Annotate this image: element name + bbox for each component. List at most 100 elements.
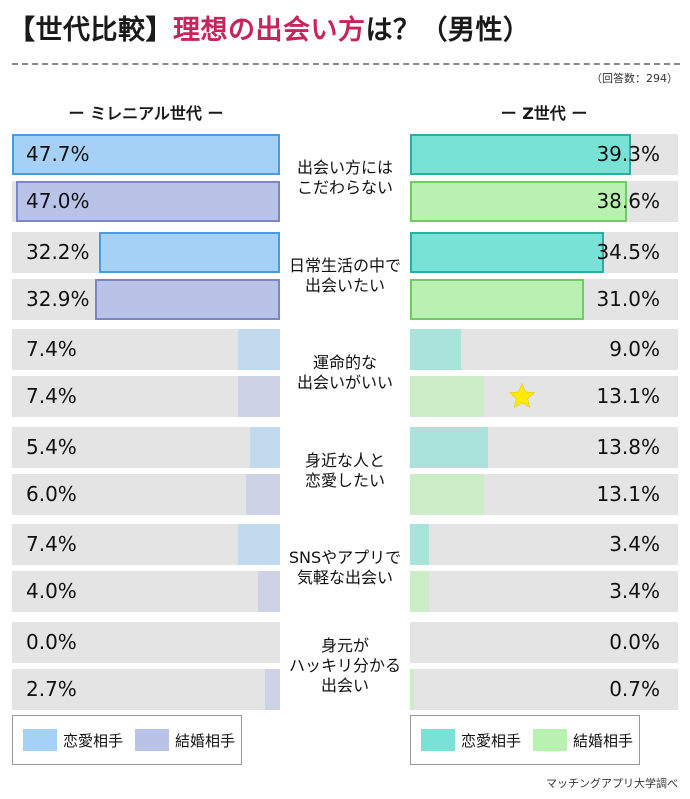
bar-row: 13.8% (410, 426, 678, 468)
bar-row: 39.3% (410, 134, 678, 175)
data-label: 39.3% (596, 142, 660, 166)
bar-marriage (410, 473, 484, 515)
legend-genz: 恋愛相手 結婚相手 (410, 715, 640, 765)
data-label: 0.7% (609, 676, 660, 701)
legend-item-love: 恋愛相手 (23, 728, 123, 752)
title-accent: 理想の出会い方 (173, 15, 366, 46)
bar-row: 0.7% (410, 668, 678, 710)
bar-row: 9.0% (410, 329, 678, 370)
title-divider (12, 63, 680, 65)
data-label: 7.4% (26, 532, 77, 556)
bar-love (410, 231, 604, 273)
bar-marriage (410, 181, 627, 222)
bar-row: 47.0% (12, 181, 280, 222)
legend-swatch-love (23, 729, 57, 751)
bar-row: 3.4% (410, 571, 678, 612)
bar-love (12, 134, 280, 175)
data-label: 5.4% (26, 434, 77, 459)
legend-item-love: 恋愛相手 (421, 728, 521, 752)
legend-label-marriage: 結婚相手 (175, 731, 236, 750)
title-suffix: は？（男性） (365, 15, 531, 46)
bar-love (249, 426, 280, 468)
data-label: 13.8% (596, 434, 660, 459)
data-label: 7.4% (26, 337, 77, 361)
bar-marriage (410, 571, 430, 612)
bar-marriage (410, 668, 414, 710)
data-label: 2.7% (26, 676, 77, 701)
bar-love (99, 231, 280, 273)
category-label: SNSやアプリで 気軽な出会い (288, 548, 402, 587)
group-header-millennial: ー ミレニアル世代 ー (68, 104, 224, 123)
bar-marriage (410, 278, 585, 320)
bar-love (238, 524, 280, 565)
bar-row: 7.4% (12, 376, 280, 417)
bar-row: 31.0% (410, 278, 678, 320)
bar-row: 47.7% (12, 134, 280, 175)
category-label: 運命的な 出会いがいい (296, 353, 393, 392)
respondent-count: （回答数：294） (591, 72, 678, 85)
bar-row: 0.0% (410, 621, 678, 663)
bar-row: 7.4% (12, 524, 280, 565)
legend-label-love: 恋愛相手 (461, 731, 522, 750)
legend-millennial: 恋愛相手 結婚相手 (12, 715, 242, 765)
bar-love (410, 426, 488, 468)
bar-row: 32.9% (12, 278, 280, 320)
bar-marriage (15, 181, 280, 222)
data-label: 38.6% (596, 189, 660, 213)
legend-item-marriage: 結婚相手 (135, 728, 235, 752)
bar-row: 13.1% (410, 473, 678, 515)
bar-row: 38.6% (410, 181, 678, 222)
category-label: 身近な人と 恋愛したい (304, 450, 385, 490)
bar-love (410, 524, 430, 565)
data-label: 32.9% (26, 286, 90, 311)
bar-marriage (238, 376, 280, 417)
bar-row: 3.4% (410, 524, 678, 565)
bar-marriage (264, 668, 280, 710)
page-title: 【世代比較】理想の出会い方は？（男性） (8, 8, 531, 48)
bar-row: 4.0% (12, 571, 280, 612)
source-note: マッチングアプリ大学調べ (546, 777, 678, 790)
bar-row: 0.0% (12, 621, 280, 663)
bar-row: 2.7% (12, 668, 280, 710)
data-label: 34.5% (596, 239, 660, 264)
data-label: 9.0% (609, 337, 660, 361)
legend-swatch-marriage (533, 729, 567, 751)
group-header-genz: ー Z世代 ー (500, 104, 588, 123)
bar-row: 7.4% (12, 329, 280, 370)
legend-label-love: 恋愛相手 (63, 731, 124, 750)
data-label: 32.2% (26, 239, 90, 264)
data-label: 13.1% (596, 384, 660, 408)
data-label: 3.4% (609, 532, 660, 556)
category-label: 日常生活の中で 出会いたい (288, 255, 401, 295)
data-label: 31.0% (596, 286, 660, 311)
bar-love (410, 329, 461, 370)
data-label: 6.0% (26, 481, 77, 506)
data-label: 0.0% (26, 629, 77, 654)
bar-row: 34.5% (410, 231, 678, 273)
data-label: 0.0% (609, 629, 660, 654)
data-label: 13.1% (596, 481, 660, 506)
category-label: 出会い方には こだわらない (296, 158, 393, 197)
legend-label-marriage: 結婚相手 (573, 731, 634, 750)
data-label: 47.0% (26, 189, 90, 213)
category-label: 身元が ハッキリ分かる 出会い (288, 635, 401, 695)
legend-item-marriage: 結婚相手 (533, 728, 633, 752)
star-icon (508, 382, 536, 408)
bar-marriage (95, 278, 280, 320)
bar-row: 13.1% (410, 376, 678, 417)
data-label: 47.7% (26, 142, 90, 166)
bar-row: 5.4% (12, 426, 280, 468)
data-label: 3.4% (609, 579, 660, 603)
bar-marriage (246, 473, 280, 515)
bar-marriage (257, 571, 280, 612)
bar-row: 32.2% (12, 231, 280, 273)
legend-swatch-love (421, 729, 455, 751)
data-label: 4.0% (26, 579, 77, 603)
title-bracket: 【世代比較】 (8, 15, 173, 46)
bar-love (410, 134, 631, 175)
bar-love (238, 329, 280, 370)
data-label: 7.4% (26, 384, 77, 408)
bar-row: 6.0% (12, 473, 280, 515)
legend-swatch-marriage (135, 729, 169, 751)
bar-marriage (410, 376, 484, 417)
